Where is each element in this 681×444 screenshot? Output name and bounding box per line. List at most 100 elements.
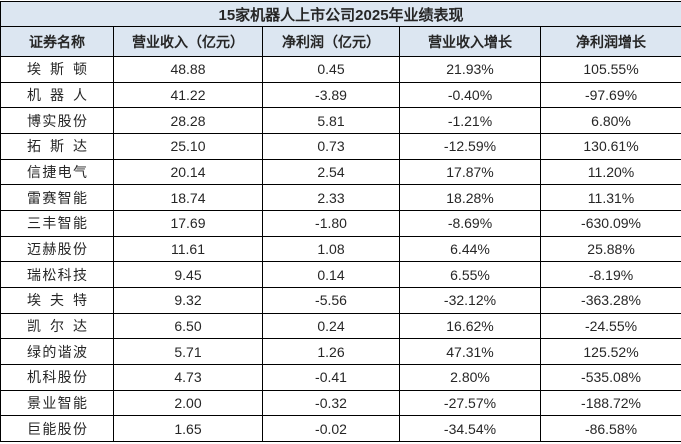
table-row: 景业智能 2.00-0.32-27.57%-188.72% [1, 390, 681, 416]
cell-profit_growth: 11.20% [541, 159, 681, 185]
cell-revenue_growth: 47.31% [400, 339, 541, 365]
cell-revenue_growth: 6.55% [400, 262, 541, 288]
cell-name: 绿的谐波 [1, 339, 114, 365]
cell-profit: -0.41 [263, 364, 400, 390]
cell-profit_growth: -363.28% [541, 287, 681, 313]
company-name: 迈赫股份 [27, 239, 87, 259]
cell-revenue_growth: -0.40% [400, 82, 541, 108]
cell-name: 博实股份 [1, 108, 114, 134]
cell-revenue: 9.45 [114, 262, 263, 288]
cell-profit_growth: 105.55% [541, 57, 681, 83]
cell-name: 三丰智能 [1, 210, 114, 236]
cell-revenue_growth: -8.69% [400, 210, 541, 236]
cell-name: 埃斯顿 [1, 57, 114, 83]
cell-revenue: 48.88 [114, 57, 263, 83]
cell-revenue_growth: 2.80% [400, 364, 541, 390]
table-row: 机器人 41.22-3.89-0.40%-97.69% [1, 82, 681, 108]
cell-name: 机科股份 [1, 364, 114, 390]
cell-name: 巨能股份 [1, 416, 114, 442]
cell-revenue_growth: 16.62% [400, 313, 541, 339]
cell-revenue: 17.69 [114, 210, 263, 236]
cell-revenue: 1.65 [114, 416, 263, 442]
cell-profit: -1.80 [263, 210, 400, 236]
cell-profit: 5.81 [263, 108, 400, 134]
cell-revenue: 9.32 [114, 287, 263, 313]
cell-name: 瑞松科技 [1, 262, 114, 288]
company-name: 埃斯顿 [27, 59, 87, 79]
cell-revenue: 41.22 [114, 82, 263, 108]
cell-revenue_growth: 6.44% [400, 236, 541, 262]
cell-revenue_growth: 18.28% [400, 185, 541, 211]
cell-profit_growth: 130.61% [541, 133, 681, 159]
cell-profit: 1.26 [263, 339, 400, 365]
cell-profit_growth: -86.58% [541, 416, 681, 442]
cell-revenue_growth: -1.21% [400, 108, 541, 134]
cell-revenue_growth: -12.59% [400, 133, 541, 159]
company-name: 机器人 [27, 85, 87, 105]
table-title-row: 15家机器人上市公司2025年业绩表现 [1, 2, 681, 27]
cell-profit_growth: -535.08% [541, 364, 681, 390]
cell-name: 凯尔达 [1, 313, 114, 339]
cell-profit_growth: 6.80% [541, 108, 681, 134]
company-name: 三丰智能 [27, 213, 87, 233]
company-name: 雷赛智能 [27, 188, 87, 208]
company-name: 拓斯达 [27, 136, 87, 156]
company-name: 埃夫特 [27, 290, 87, 310]
cell-revenue: 11.61 [114, 236, 263, 262]
cell-revenue: 25.10 [114, 133, 263, 159]
company-name: 博实股份 [27, 111, 87, 131]
cell-profit_growth: -630.09% [541, 210, 681, 236]
company-name: 巨能股份 [27, 419, 87, 439]
cell-name: 景业智能 [1, 390, 114, 416]
company-name: 信捷电气 [27, 162, 87, 182]
cell-profit: 0.24 [263, 313, 400, 339]
company-name: 凯尔达 [27, 316, 87, 336]
cell-revenue: 18.74 [114, 185, 263, 211]
cell-profit_growth: -97.69% [541, 82, 681, 108]
column-header-name: 证券名称 [1, 27, 114, 57]
cell-profit: 0.14 [263, 262, 400, 288]
table-title: 15家机器人上市公司2025年业绩表现 [1, 2, 681, 27]
cell-profit_growth: -24.55% [541, 313, 681, 339]
cell-revenue: 28.28 [114, 108, 263, 134]
cell-profit_growth: -8.19% [541, 262, 681, 288]
cell-revenue_growth: -27.57% [400, 390, 541, 416]
company-name: 景业智能 [27, 393, 87, 413]
cell-revenue: 20.14 [114, 159, 263, 185]
cell-name: 埃夫特 [1, 287, 114, 313]
cell-profit_growth: -188.72% [541, 390, 681, 416]
cell-name: 雷赛智能 [1, 185, 114, 211]
cell-revenue_growth: 21.93% [400, 57, 541, 83]
company-name: 瑞松科技 [27, 265, 87, 285]
cell-name: 迈赫股份 [1, 236, 114, 262]
cell-profit: -0.32 [263, 390, 400, 416]
table-header-row: 证券名称 营业收入（亿元） 净利润（亿元） 营业收入增长 净利润增长 [1, 27, 681, 57]
cell-profit_growth: 125.52% [541, 339, 681, 365]
cell-name: 信捷电气 [1, 159, 114, 185]
cell-revenue: 6.50 [114, 313, 263, 339]
cell-revenue_growth: -32.12% [400, 287, 541, 313]
column-header-revenue: 营业收入（亿元） [114, 27, 263, 57]
column-header-profit-growth: 净利润增长 [541, 27, 681, 57]
company-name: 机科股份 [27, 367, 87, 387]
cell-name: 拓斯达 [1, 133, 114, 159]
cell-profit: -5.56 [263, 287, 400, 313]
cell-profit_growth: 25.88% [541, 236, 681, 262]
cell-profit: 2.54 [263, 159, 400, 185]
table-row: 三丰智能 17.69-1.80-8.69%-630.09% [1, 210, 681, 236]
column-header-revenue-growth: 营业收入增长 [400, 27, 541, 57]
cell-name: 机器人 [1, 82, 114, 108]
cell-profit: -3.89 [263, 82, 400, 108]
cell-revenue: 5.71 [114, 339, 263, 365]
cell-revenue: 2.00 [114, 390, 263, 416]
